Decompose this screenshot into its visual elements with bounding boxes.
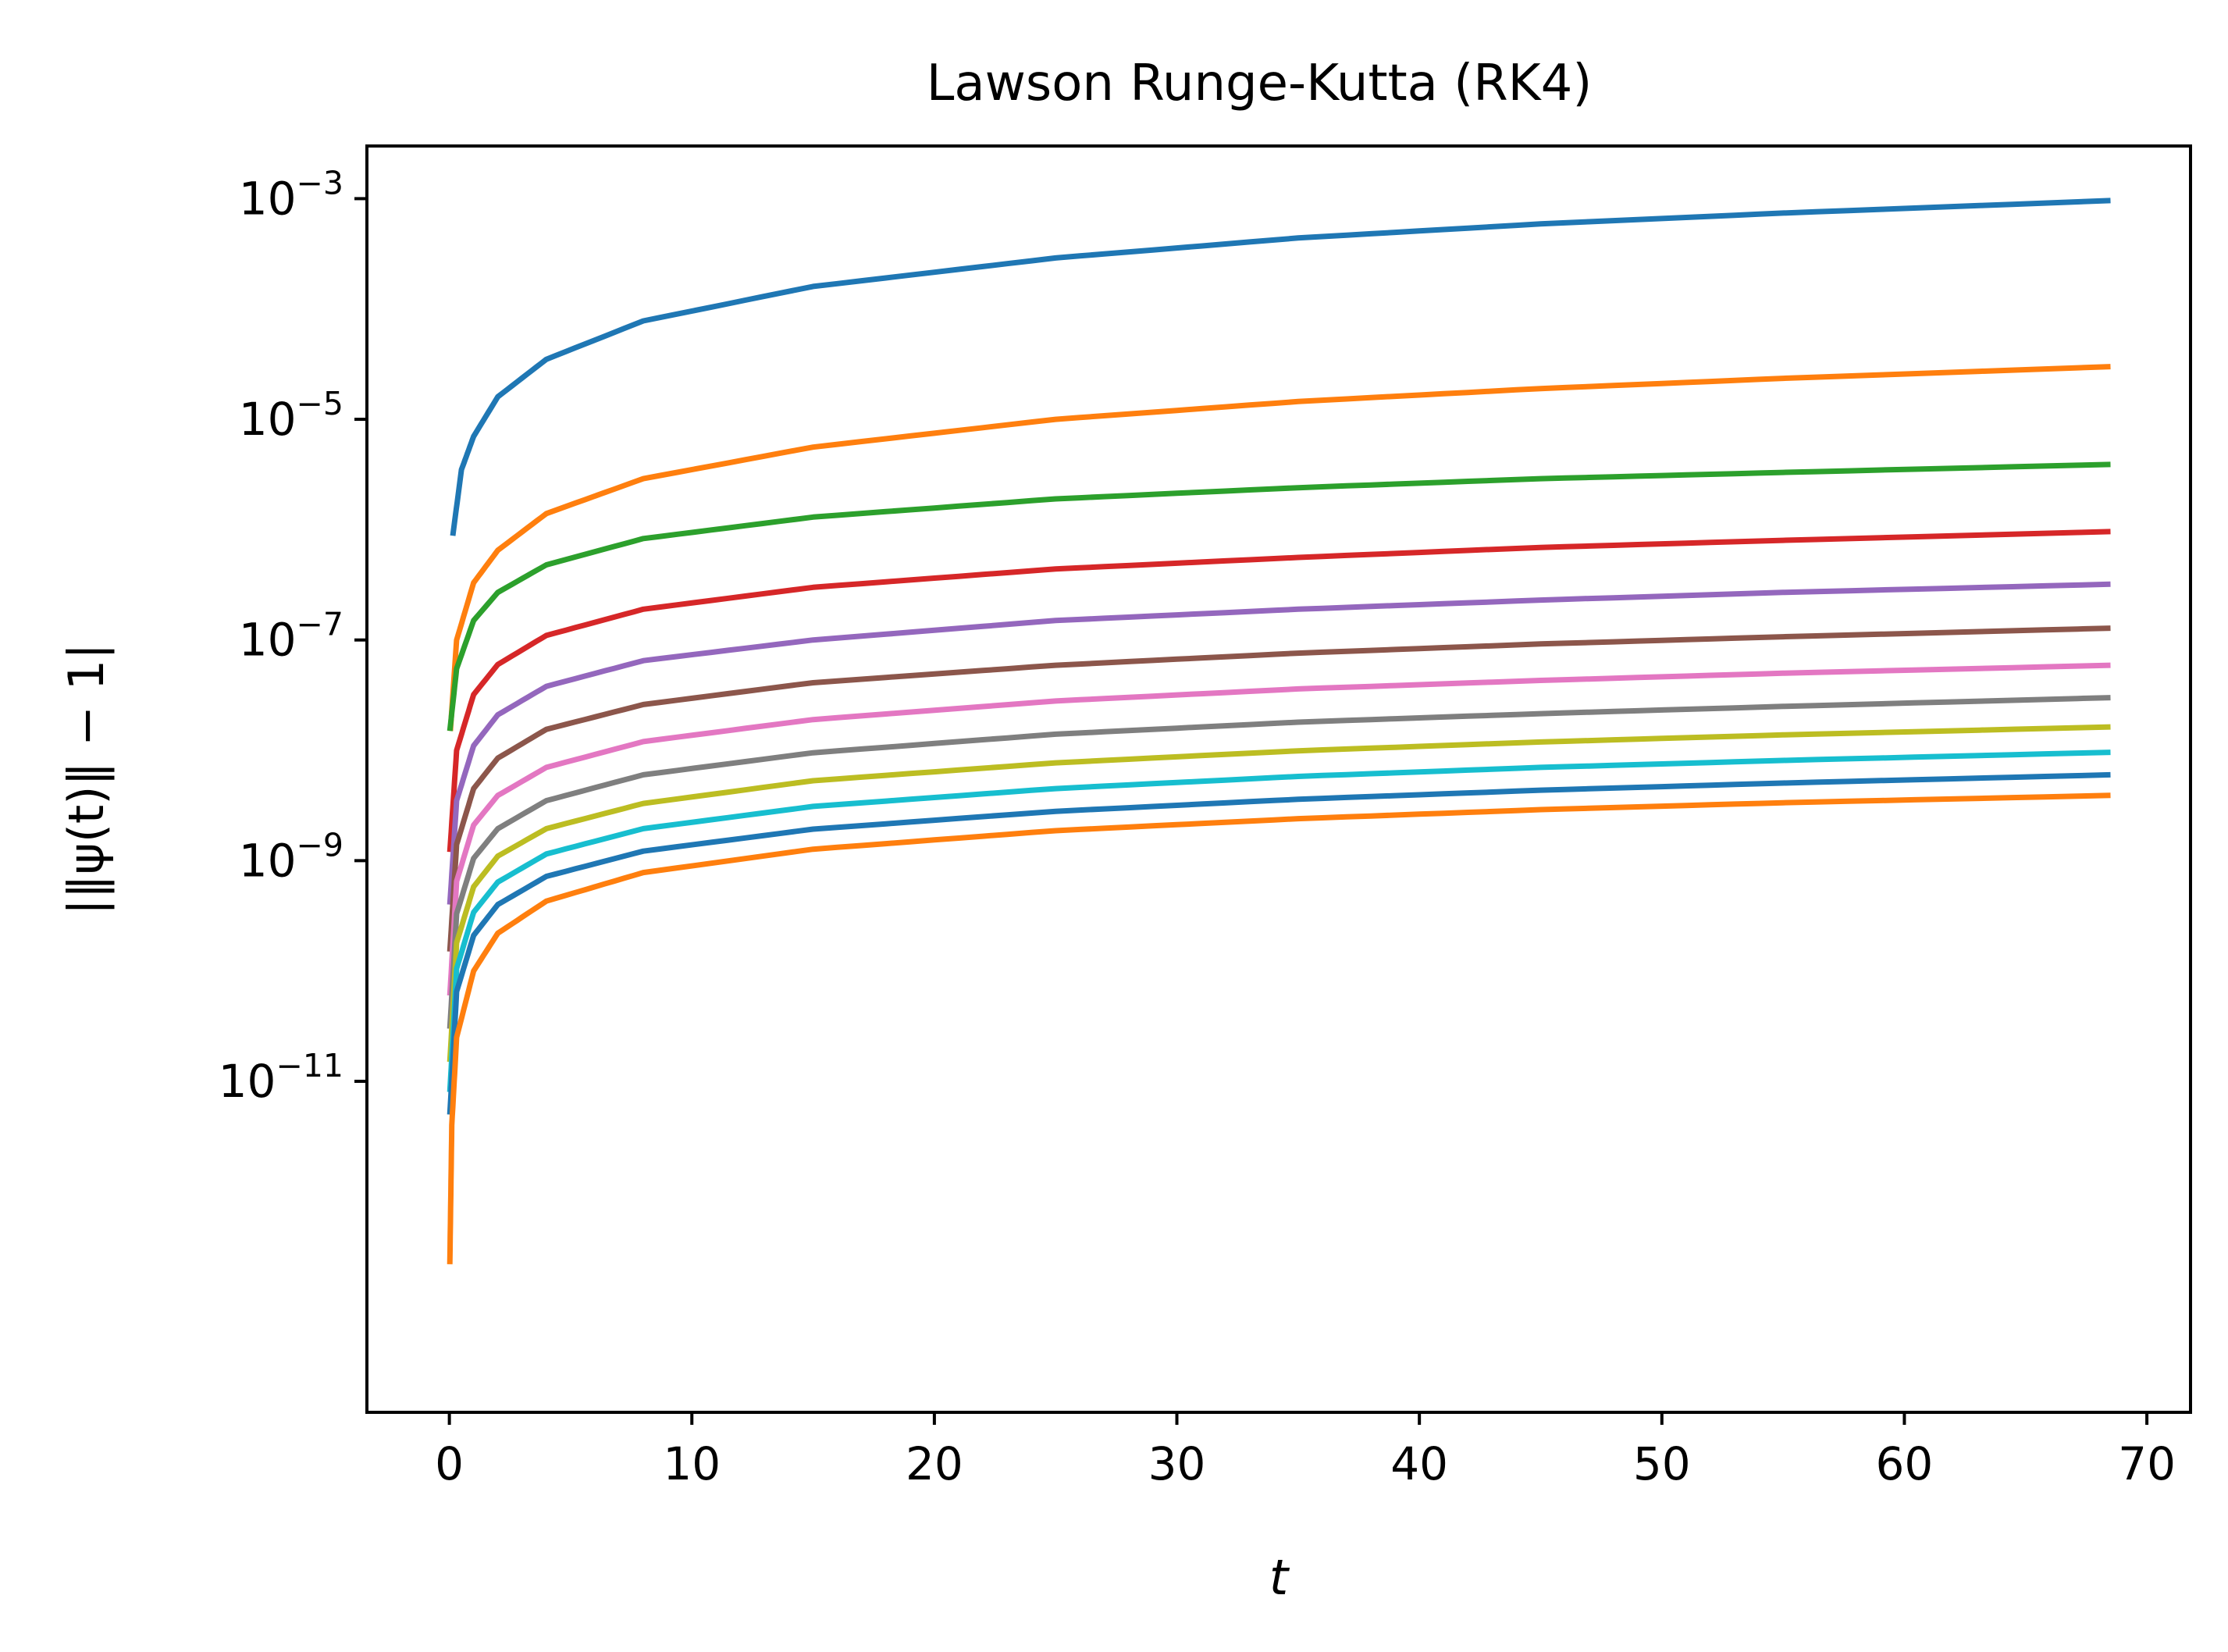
series-line-11: [447, 771, 2111, 1115]
x-tick-label: 30: [1148, 1437, 1206, 1490]
series-line-8: [447, 695, 2111, 1029]
x-tick-label: 50: [1633, 1437, 1691, 1490]
y-tick-base: 10: [239, 614, 297, 667]
series-layer: [447, 198, 2111, 1265]
y-tick-base: 10: [239, 393, 297, 446]
y-tick-label: 10−7: [239, 606, 343, 667]
y-tick-base: 10: [239, 172, 297, 225]
chart-title: Lawson Runge-Kutta (RK4): [927, 55, 1593, 112]
x-tick-label: 0: [435, 1437, 464, 1490]
series-line-6: [447, 625, 2111, 952]
series-line-12: [447, 792, 2111, 1265]
x-tick-label: 10: [663, 1437, 721, 1490]
y-tick-label: 10−9: [239, 826, 343, 887]
y-tick-base: 10: [219, 1055, 276, 1108]
series-line-7: [447, 662, 2111, 996]
series-line-10: [447, 749, 2111, 1092]
y-tick-base: 10: [239, 834, 297, 887]
y-tick-exponent: −9: [297, 826, 343, 863]
y-tick-exponent: −11: [276, 1047, 343, 1084]
series-line-5: [447, 581, 2111, 905]
y-tick-label: 10−11: [219, 1047, 343, 1108]
y-tick-exponent: −7: [297, 606, 343, 643]
series-line-9: [447, 724, 2111, 1063]
series-line-4: [447, 529, 2111, 853]
y-tick-label: 10−3: [239, 164, 343, 225]
x-tick-label: 70: [2118, 1437, 2176, 1490]
x-tick-label: 60: [1876, 1437, 1934, 1490]
y-tick-label: 10−5: [239, 385, 343, 446]
plot-area: [365, 144, 2192, 1414]
y-tick-exponent: −3: [297, 164, 343, 201]
series-line-3: [447, 461, 2111, 732]
y-axis-label: |‖ψ(t)‖ − 1|: [58, 643, 116, 915]
x-tick-label: 20: [906, 1437, 963, 1490]
axes-frame: [365, 144, 2192, 1414]
series-line-2: [447, 364, 2111, 732]
x-axis-ticks: 0 10 20 30 40 50 60 70: [435, 1412, 2176, 1490]
x-axis-label: t: [1269, 1549, 1290, 1606]
y-tick-exponent: −5: [297, 385, 343, 422]
x-tick-label: 40: [1390, 1437, 1448, 1490]
series-line-1: [450, 198, 2111, 536]
